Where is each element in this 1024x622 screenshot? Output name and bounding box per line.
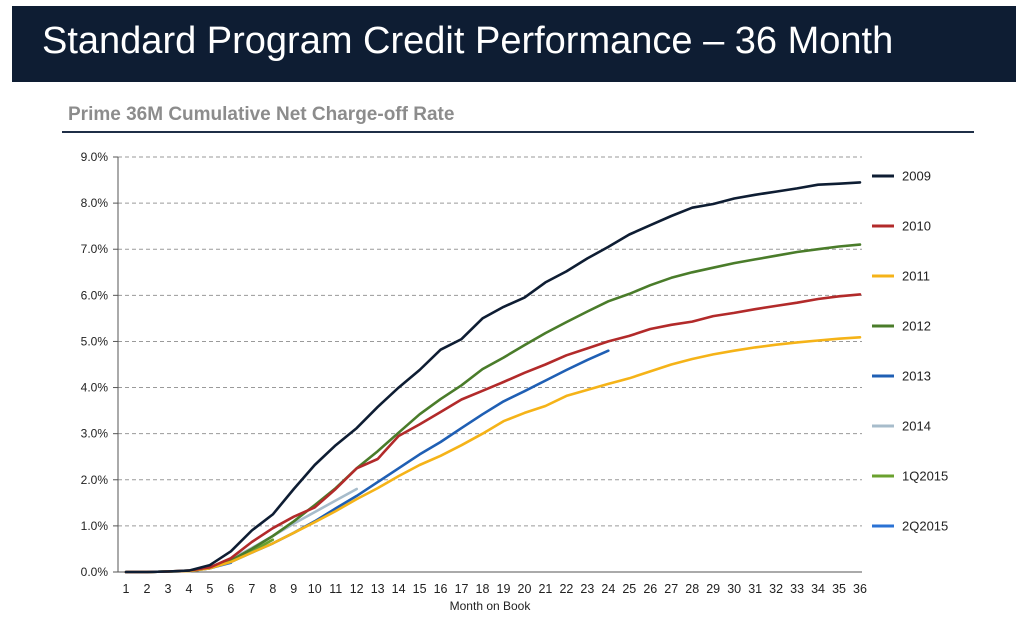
y-tick-label: 6.0%: [81, 288, 109, 302]
x-tick-label: 27: [664, 582, 678, 596]
x-tick-label: 18: [476, 582, 490, 596]
legend-label-2009: 2009: [902, 169, 931, 184]
x-tick-label: 7: [248, 582, 255, 596]
x-tick-label: 34: [811, 582, 825, 596]
y-tick-label: 2.0%: [81, 473, 109, 487]
x-tick-label: 28: [685, 582, 699, 596]
y-tick-label: 5.0%: [81, 334, 109, 348]
x-tick-label: 1: [123, 582, 130, 596]
y-tick-label: 3.0%: [81, 427, 109, 441]
x-tick-label: 15: [413, 582, 427, 596]
x-tick-label: 29: [706, 582, 720, 596]
x-tick-label: 30: [727, 582, 741, 596]
chart-subtitle: Prime 36M Cumulative Net Charge-off Rate: [68, 104, 455, 125]
title-banner: Standard Program Credit Performance – 36…: [12, 6, 1016, 82]
x-tick-label: 35: [832, 582, 846, 596]
header-rule: [62, 131, 974, 133]
series-line-2010: [124, 293, 862, 574]
x-axis-label: Month on Book: [450, 599, 532, 613]
x-tick-label: 17: [455, 582, 469, 596]
x-tick-label: 6: [227, 582, 234, 596]
x-tick-label: 20: [518, 582, 532, 596]
y-tick-label: 4.0%: [81, 381, 109, 395]
legend-label-2012: 2012: [902, 319, 931, 334]
series-line-2012: [124, 243, 862, 574]
y-tick-label: 7.0%: [81, 242, 109, 256]
y-tick-label: 8.0%: [81, 196, 109, 210]
page-title: Standard Program Credit Performance – 36…: [42, 20, 894, 62]
x-tick-label: 25: [622, 582, 636, 596]
x-tick-label: 2: [143, 582, 150, 596]
x-tick-label: 24: [601, 582, 615, 596]
x-tick-label: 31: [748, 582, 762, 596]
legend-label-2011: 2011: [902, 269, 930, 284]
x-tick-label: 16: [434, 582, 448, 596]
legend-label-2014: 2014: [902, 419, 931, 434]
series-line-2009: [124, 181, 862, 574]
x-tick-label: 8: [269, 582, 276, 596]
x-tick-label: 10: [308, 582, 322, 596]
x-tick-label: 36: [853, 582, 867, 596]
x-tick-label: 4: [185, 582, 192, 596]
x-tick-label: 9: [290, 582, 297, 596]
y-tick-label: 0.0%: [81, 565, 109, 579]
x-tick-label: 33: [790, 582, 804, 596]
x-tick-label: 22: [559, 582, 573, 596]
legend-label-2013: 2013: [902, 369, 931, 384]
x-tick-label: 12: [350, 582, 364, 596]
y-tick-label: 1.0%: [81, 519, 109, 533]
legend-label-2q2015: 2Q2015: [902, 519, 948, 534]
x-tick-label: 5: [206, 582, 213, 596]
line-chart: 0.0% 1.0% 2.0% 3.0% 4.0% 5.0% 6.0% 7.0% 8.0% 9.0%…: [81, 150, 949, 613]
legend-label-1q2015: 1Q2015: [902, 469, 948, 484]
legend-label-2010: 2010: [902, 219, 931, 234]
x-tick-label: 32: [769, 582, 783, 596]
x-tick-label: 13: [371, 582, 385, 596]
x-tick-label: 23: [580, 582, 594, 596]
y-tick-label: 9.0%: [81, 150, 109, 164]
x-tick-label: 3: [164, 582, 171, 596]
x-tick-label: 19: [497, 582, 511, 596]
x-tick-label: 14: [392, 582, 406, 596]
series-line-2011: [124, 336, 862, 574]
x-tick-label: 11: [329, 582, 342, 596]
x-tick-label: 21: [538, 582, 552, 596]
x-tick-label: 26: [643, 582, 657, 596]
